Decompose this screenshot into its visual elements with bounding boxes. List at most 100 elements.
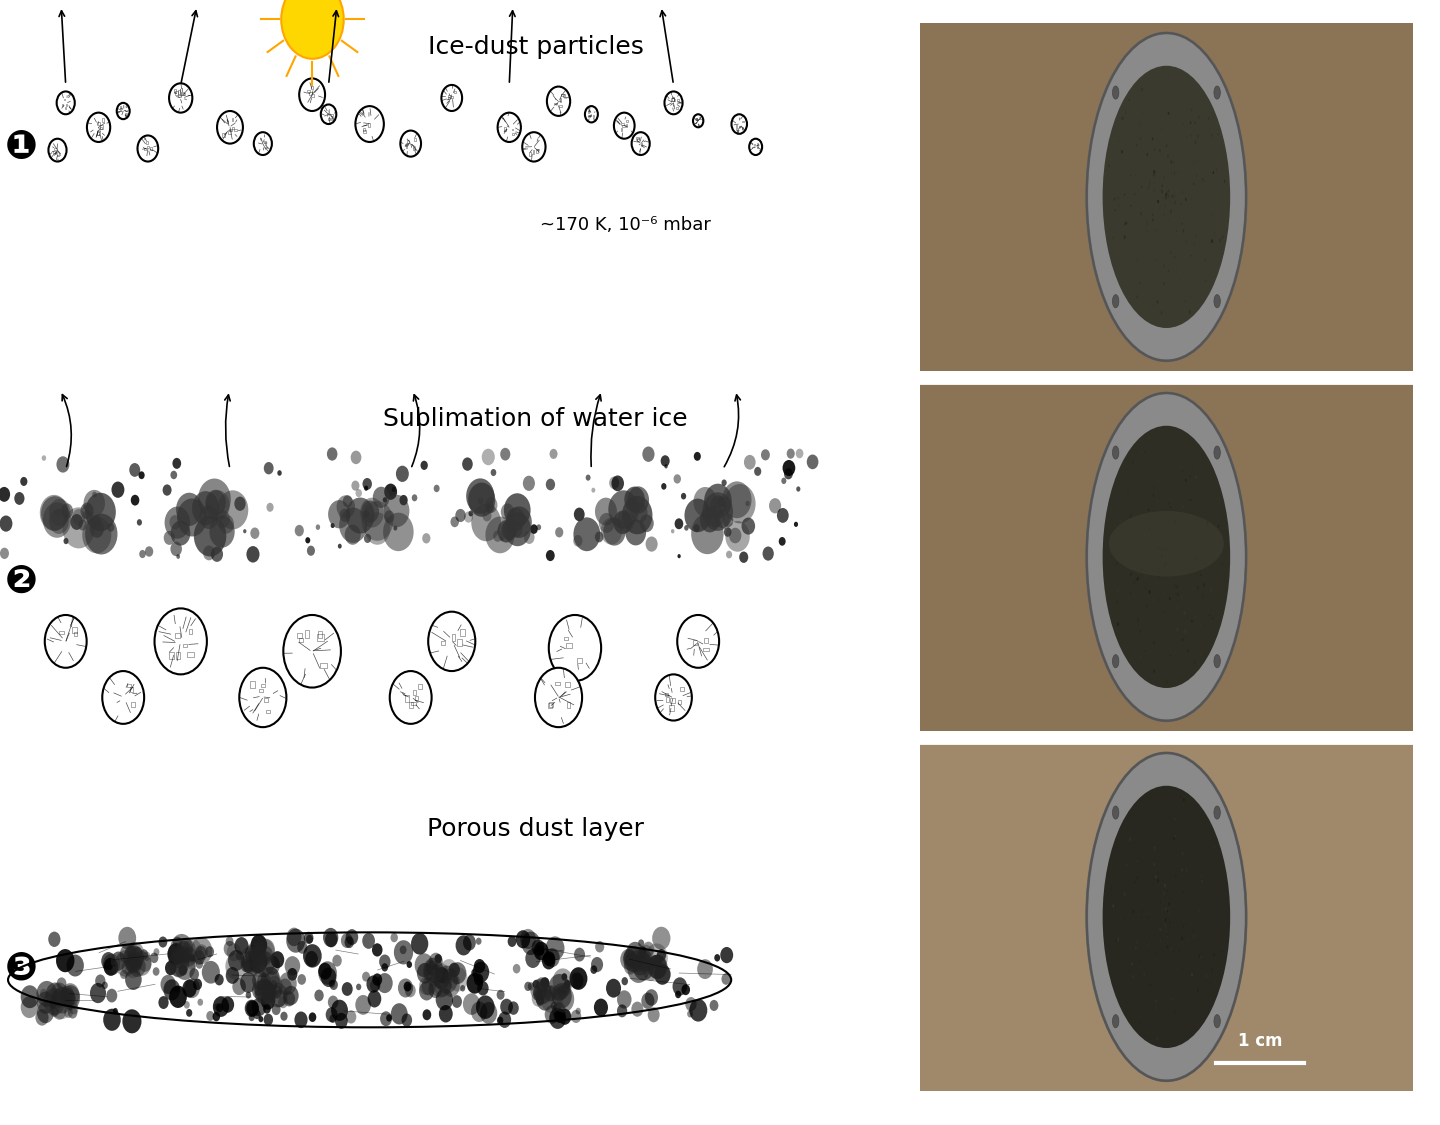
Circle shape — [500, 448, 510, 460]
Circle shape — [351, 451, 361, 465]
Circle shape — [318, 963, 331, 980]
Circle shape — [294, 1011, 308, 1028]
Circle shape — [50, 982, 68, 1004]
Circle shape — [723, 482, 752, 519]
Circle shape — [331, 523, 334, 528]
Circle shape — [318, 961, 337, 984]
Bar — [131, 702, 135, 708]
Circle shape — [433, 485, 439, 493]
Circle shape — [763, 547, 773, 560]
Circle shape — [1195, 141, 1197, 144]
Circle shape — [130, 956, 145, 976]
Circle shape — [677, 615, 719, 668]
Circle shape — [429, 953, 442, 970]
Circle shape — [1198, 954, 1201, 957]
Circle shape — [382, 963, 387, 972]
Bar — [317, 634, 324, 641]
Text: ❶: ❶ — [4, 128, 37, 166]
Bar — [413, 146, 415, 150]
Circle shape — [1148, 436, 1151, 440]
Bar — [920, 22, 1413, 371]
Circle shape — [1156, 879, 1159, 882]
Circle shape — [104, 954, 120, 975]
Circle shape — [1161, 310, 1162, 315]
Bar — [461, 629, 465, 636]
Circle shape — [530, 979, 549, 1001]
Bar — [675, 108, 678, 109]
Circle shape — [603, 518, 625, 546]
Bar — [264, 141, 266, 143]
Circle shape — [642, 942, 654, 956]
Circle shape — [1211, 133, 1212, 137]
Circle shape — [435, 965, 458, 993]
Circle shape — [1133, 506, 1135, 508]
Circle shape — [1171, 556, 1172, 559]
Circle shape — [395, 940, 413, 964]
Circle shape — [1140, 122, 1142, 125]
Circle shape — [552, 1002, 566, 1019]
Circle shape — [1165, 916, 1168, 919]
Circle shape — [174, 953, 196, 980]
Circle shape — [392, 487, 396, 492]
Circle shape — [1156, 1037, 1158, 1041]
Circle shape — [258, 981, 276, 1004]
Circle shape — [1116, 601, 1119, 604]
Circle shape — [153, 968, 160, 975]
Circle shape — [379, 954, 390, 969]
Circle shape — [252, 952, 261, 963]
Circle shape — [255, 984, 265, 997]
Circle shape — [1117, 197, 1119, 199]
Circle shape — [622, 496, 652, 534]
Circle shape — [639, 953, 647, 962]
Bar — [559, 105, 562, 107]
Circle shape — [1201, 955, 1202, 958]
Circle shape — [428, 612, 475, 672]
Circle shape — [806, 455, 818, 469]
Circle shape — [249, 962, 259, 975]
Circle shape — [1214, 980, 1215, 984]
Circle shape — [478, 497, 484, 505]
Circle shape — [72, 508, 85, 525]
Circle shape — [222, 997, 235, 1012]
Circle shape — [655, 674, 691, 720]
Circle shape — [1168, 558, 1171, 561]
Circle shape — [176, 942, 190, 960]
Circle shape — [1158, 575, 1159, 578]
Circle shape — [125, 942, 144, 966]
Circle shape — [485, 516, 514, 554]
Circle shape — [199, 505, 219, 529]
Circle shape — [125, 956, 138, 972]
Circle shape — [552, 983, 572, 1009]
Circle shape — [1176, 628, 1178, 631]
Circle shape — [1136, 860, 1138, 863]
Circle shape — [1168, 908, 1169, 911]
Circle shape — [300, 79, 325, 111]
Circle shape — [639, 946, 647, 955]
Circle shape — [1113, 446, 1119, 459]
Circle shape — [1161, 184, 1164, 188]
Circle shape — [1221, 874, 1223, 878]
Circle shape — [435, 972, 442, 981]
Circle shape — [1185, 868, 1188, 872]
Circle shape — [246, 546, 259, 562]
Circle shape — [446, 969, 454, 979]
Circle shape — [228, 943, 240, 961]
Circle shape — [510, 522, 523, 538]
Circle shape — [95, 974, 105, 988]
Circle shape — [405, 983, 416, 998]
Circle shape — [624, 950, 636, 966]
Circle shape — [1136, 577, 1139, 580]
Bar — [264, 699, 268, 702]
Bar — [259, 688, 262, 692]
Circle shape — [500, 537, 504, 541]
Circle shape — [641, 992, 654, 1009]
Circle shape — [278, 979, 292, 996]
Bar — [412, 702, 416, 705]
Circle shape — [386, 1015, 392, 1022]
Circle shape — [557, 988, 566, 999]
Bar — [174, 89, 176, 93]
Circle shape — [179, 964, 187, 975]
Circle shape — [1176, 585, 1178, 590]
Circle shape — [1140, 568, 1142, 572]
Circle shape — [127, 946, 137, 958]
